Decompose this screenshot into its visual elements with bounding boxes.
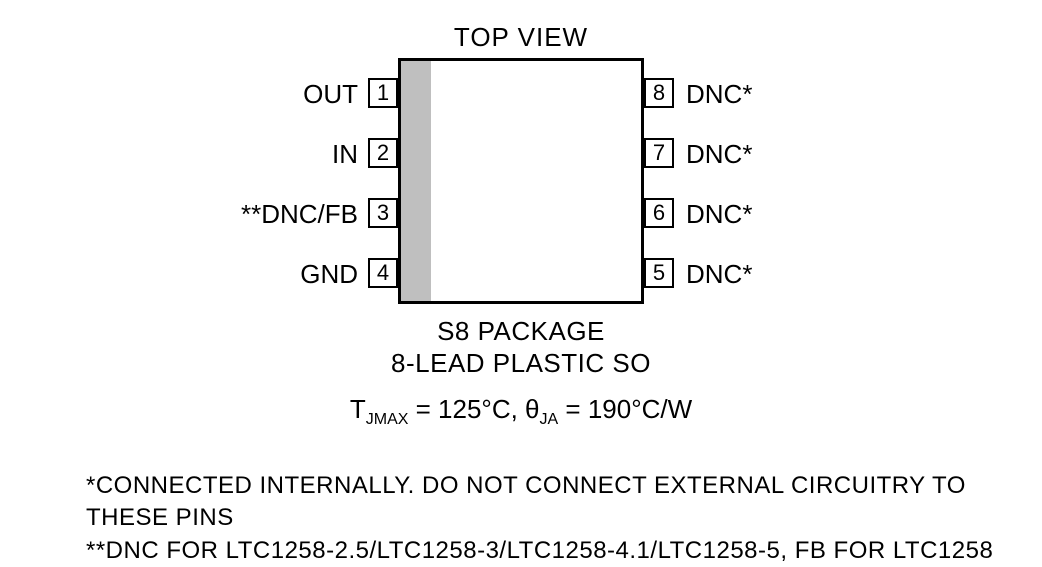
pin-label-out: OUT [303, 79, 358, 110]
pin-number: 2 [377, 140, 389, 166]
chip-body [398, 58, 644, 304]
theta-sub: JA [540, 411, 559, 428]
pin-label-dnc-8: DNC* [686, 79, 752, 110]
pin-number: 1 [377, 80, 389, 106]
pin-box-1: 1 [368, 78, 398, 108]
pin-label-dnc-5: DNC* [686, 259, 752, 290]
pin-box-4: 4 [368, 258, 398, 288]
pin-number: 6 [653, 200, 665, 226]
pin-box-3: 3 [368, 198, 398, 228]
pin-label-dnc-fb: **DNC/FB [241, 199, 358, 230]
thermal-specs: TJMAX = 125°C, θJA = 190°C/W [0, 394, 1042, 429]
pin-box-2: 2 [368, 138, 398, 168]
pin-label-dnc-7: DNC* [686, 139, 752, 170]
pin-box-8: 8 [644, 78, 674, 108]
chip-pin1-indicator [401, 61, 431, 301]
package-desc: 8-LEAD PLASTIC SO [0, 348, 1042, 379]
footnotes: *CONNECTED INTERNALLY. DO NOT CONNECT EX… [86, 470, 1042, 567]
pin-number: 4 [377, 260, 389, 286]
tjmax-value: = 125°C, [408, 394, 525, 424]
pin-number: 5 [653, 260, 665, 286]
pin-number: 3 [377, 200, 389, 226]
title-top-view: TOP VIEW [454, 22, 588, 53]
theta-value: = 190°C/W [558, 394, 692, 424]
pin-box-6: 6 [644, 198, 674, 228]
footnote-1: *CONNECTED INTERNALLY. DO NOT CONNECT EX… [86, 470, 1042, 535]
pin-number: 7 [653, 140, 665, 166]
footnote-2: **DNC FOR LTC1258-2.5/LTC1258-3/LTC1258-… [86, 535, 1042, 567]
diagram-container: TOP VIEW 1 OUT 2 IN 3 **DNC/FB 4 GND 8 D… [0, 0, 1042, 550]
theta-symbol: θ [525, 394, 539, 424]
pin-label-dnc-6: DNC* [686, 199, 752, 230]
pin-label-gnd: GND [300, 259, 358, 290]
pin-box-5: 5 [644, 258, 674, 288]
pin-number: 8 [653, 80, 665, 106]
package-name: S8 PACKAGE [0, 316, 1042, 347]
tjmax-sub: JMAX [366, 411, 409, 428]
pin-label-in: IN [332, 139, 358, 170]
pin-box-7: 7 [644, 138, 674, 168]
tjmax-prefix: T [350, 394, 366, 424]
